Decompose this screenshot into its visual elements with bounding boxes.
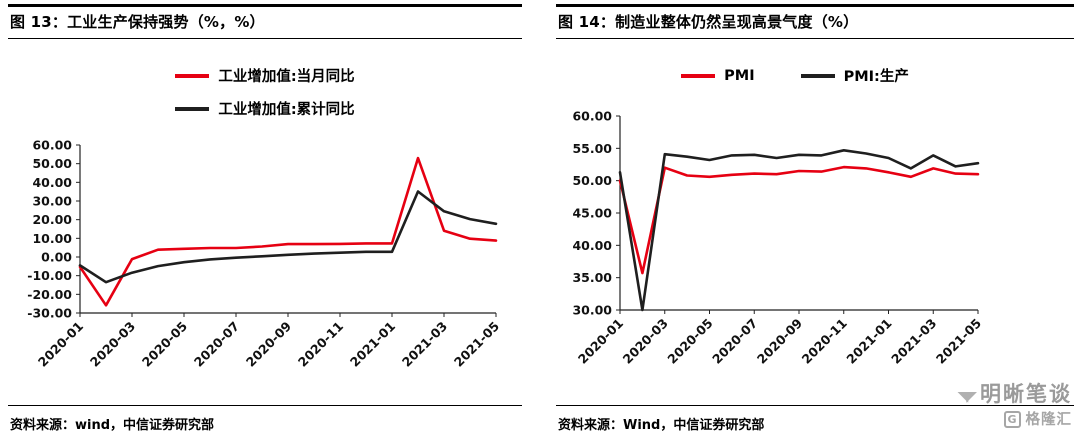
x-axis-label: 2020-11 bbox=[295, 319, 346, 370]
figure-13-source: 资料来源：wind，中信证券研究部 bbox=[8, 405, 522, 433]
watermark-brand-name: 格隆汇 bbox=[1025, 411, 1072, 428]
y-axis-label: 10.00 bbox=[32, 231, 72, 246]
y-axis-label: 55.00 bbox=[572, 141, 612, 156]
x-axis-label: 2021-05 bbox=[933, 316, 984, 367]
figure-14-title: 图 14：制造业整体仍然呈现高景气度（%） bbox=[556, 4, 1074, 39]
watermark-flag-icon: ◥◤ bbox=[957, 388, 976, 405]
figure-13-chart: -30.00 -20.00 -10.00 0.00 10.00 20.00 30.00 40.… bbox=[27, 138, 502, 370]
spacer bbox=[8, 389, 522, 405]
x-axis-label: 2020-07 bbox=[709, 316, 760, 367]
figure-13-panel: 图 13：工业生产保持强势（%，%） 工业增加值:当月同比 工业增加值:累计同比 … bbox=[8, 4, 522, 433]
y-axis-label: -30.00 bbox=[27, 306, 72, 321]
x-axis-label: 2020-05 bbox=[664, 316, 715, 367]
y-axis-label: 45.00 bbox=[572, 206, 612, 221]
legend-item: 工业增加值:当月同比 bbox=[175, 65, 355, 86]
figure-14-chart: 30.00 35.00 40.00 45.00 50.00 55.00 60.00 2020-… bbox=[572, 109, 984, 367]
gelonghui-logo-icon: G bbox=[1003, 411, 1021, 429]
figure-14-legend: PMI PMI:生产 bbox=[556, 65, 1034, 86]
watermark: ◥◤ 明晰笔谈 G 格隆汇 bbox=[957, 381, 1072, 429]
series-line bbox=[618, 165, 980, 275]
series-line bbox=[78, 156, 498, 307]
legend-label: 工业增加值:累计同比 bbox=[218, 102, 355, 118]
series-line bbox=[618, 149, 980, 312]
y-axis-label: 50.00 bbox=[572, 173, 612, 188]
x-axis-label: 2020-01 bbox=[35, 319, 86, 370]
figure-14-panel: 图 14：制造业整体仍然呈现高景气度（%） PMI PMI:生产 30.00 35.… bbox=[556, 4, 1074, 433]
legend-item: PMI:生产 bbox=[800, 65, 909, 86]
legend-item: 工业增加值:累计同比 bbox=[175, 98, 355, 119]
legend-line-swatch bbox=[800, 73, 835, 78]
x-axis-label: 2020-09 bbox=[754, 316, 805, 367]
figure-14-source: 资料来源：Wind，中信证券研究部 bbox=[556, 405, 1074, 433]
y-axis-label: -10.00 bbox=[27, 268, 72, 283]
legend-line-swatch bbox=[681, 73, 716, 78]
y-axis-label: 50.00 bbox=[32, 156, 72, 171]
y-axis-label: 40.00 bbox=[32, 175, 72, 190]
x-axis-label: 2020-09 bbox=[243, 319, 294, 370]
y-axis-label: 60.00 bbox=[32, 138, 72, 153]
y-axis-label: 35.00 bbox=[572, 270, 612, 285]
x-axis-label: 2020-05 bbox=[139, 319, 190, 370]
y-axis-label: -20.00 bbox=[27, 287, 72, 302]
x-axis-label: 2020-07 bbox=[191, 319, 242, 370]
y-axis-label: 20.00 bbox=[32, 212, 72, 227]
x-axis-label: 2021-05 bbox=[451, 319, 502, 370]
legend-line-swatch bbox=[175, 73, 210, 78]
x-axis-label: 2021-01 bbox=[347, 319, 398, 370]
y-axis-label: 60.00 bbox=[572, 109, 612, 124]
legend-line-swatch bbox=[175, 106, 210, 111]
x-axis-label: 2020-11 bbox=[799, 316, 850, 367]
legend-label: PMI:生产 bbox=[843, 69, 909, 85]
y-axis-label: 0.00 bbox=[41, 250, 72, 265]
series-line bbox=[78, 190, 498, 284]
y-axis-label: 30.00 bbox=[32, 194, 72, 209]
x-axis-label: 2020-03 bbox=[620, 316, 671, 367]
figure-13-title: 图 13：工业生产保持强势（%，%） bbox=[8, 4, 522, 39]
figure-13-legend: 工业增加值:当月同比 工业增加值:累计同比 bbox=[8, 65, 522, 119]
legend-item: PMI bbox=[681, 65, 755, 86]
x-axis-label: 2020-01 bbox=[575, 316, 626, 367]
y-axis-label: 30.00 bbox=[572, 303, 612, 318]
watermark-title: 明晰笔谈 bbox=[980, 381, 1072, 406]
y-axis-label: 40.00 bbox=[572, 238, 612, 253]
x-axis-label: 2021-03 bbox=[888, 316, 939, 367]
x-axis-label: 2020-03 bbox=[87, 319, 138, 370]
x-axis-label: 2021-01 bbox=[843, 316, 894, 367]
legend-label: 工业增加值:当月同比 bbox=[218, 69, 355, 85]
x-axis-label: 2021-03 bbox=[399, 319, 450, 370]
watermark-brand: G 格隆汇 bbox=[957, 411, 1072, 429]
legend-label: PMI bbox=[724, 67, 755, 84]
watermark-title-row: ◥◤ 明晰笔谈 bbox=[957, 381, 1072, 407]
